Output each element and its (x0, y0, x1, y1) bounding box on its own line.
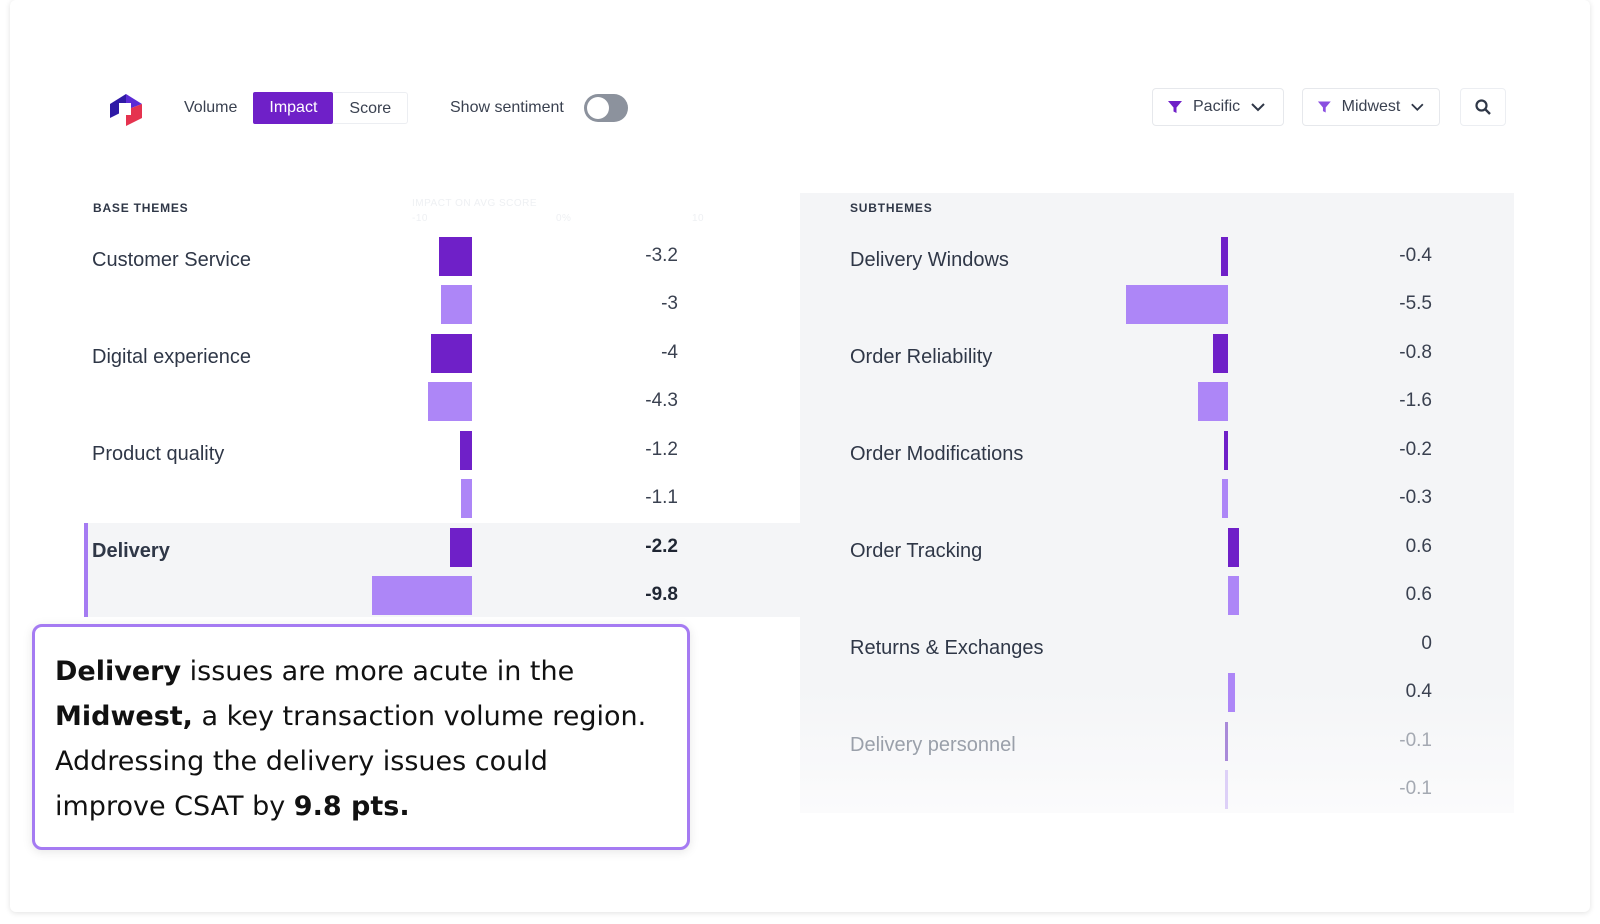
subtheme-label[interactable]: Order Reliability (850, 346, 993, 368)
subtheme-value-primary: -0.2 (1399, 439, 1432, 460)
search-button[interactable] (1460, 88, 1506, 126)
base-theme-bar-primary (439, 237, 472, 276)
toggle-knob (587, 97, 609, 119)
subtheme-bar-primary (1224, 431, 1228, 470)
subtheme-value-primary: 0 (1421, 633, 1432, 654)
subtheme-value-secondary: -1.6 (1399, 390, 1432, 411)
axis-tick-max: 10 (692, 213, 705, 224)
base-theme-label[interactable]: Digital experience (92, 346, 251, 368)
subtheme-bar-secondary (1225, 770, 1228, 809)
base-theme-value-secondary: -1.1 (645, 487, 678, 508)
base-theme-value-primary: -2.2 (645, 536, 678, 557)
insight-callout: Delivery issues are more acute in the Mi… (32, 624, 690, 850)
filter-pacific[interactable]: Pacific (1152, 88, 1284, 126)
subtheme-bar-primary (1228, 528, 1240, 567)
base-theme-value-secondary: -9.8 (645, 584, 678, 605)
callout-theme: Delivery (55, 656, 182, 687)
subtheme-bar-secondary (1198, 382, 1228, 421)
subtheme-value-secondary: -0.1 (1399, 778, 1432, 799)
search-icon (1475, 99, 1491, 115)
filter-midwest-label: Midwest (1341, 98, 1401, 115)
volume-mode-button[interactable]: Volume (168, 92, 253, 124)
subtheme-label[interactable]: Order Tracking (850, 540, 983, 562)
base-theme-label[interactable]: Delivery (92, 540, 170, 562)
chevron-down-icon (1251, 103, 1265, 112)
callout-region: Midwest, (55, 701, 193, 732)
base-theme-bar-primary (459, 431, 472, 470)
base-theme-bar-secondary (441, 285, 472, 324)
base-theme-bar-secondary (460, 479, 472, 518)
subtheme-value-primary: -0.4 (1399, 245, 1432, 266)
chevron-down-icon (1411, 103, 1424, 112)
base-themes-header: BASE THEMES (93, 201, 189, 215)
callout-points: 9.8 pts. (293, 791, 410, 822)
base-theme-label[interactable]: Product quality (92, 443, 225, 465)
base-theme-bar-secondary (428, 382, 472, 421)
subtheme-value-primary: 0.6 (1405, 536, 1432, 557)
show-sentiment-label: Show sentiment (450, 99, 564, 116)
base-theme-bar-primary (431, 334, 472, 373)
callout-text-2: a key transaction volume region. Address… (55, 701, 647, 822)
subtheme-bar-primary (1220, 237, 1228, 276)
axis-caption: IMPACT ON AVG SCORE (412, 198, 538, 209)
subtheme-value-secondary: 0.4 (1405, 681, 1432, 702)
subtheme-label[interactable]: Delivery personnel (850, 734, 1016, 756)
impact-mode-button[interactable]: Impact (253, 92, 334, 124)
subtheme-value-primary: -0.8 (1399, 342, 1432, 363)
subtheme-bar-secondary (1222, 479, 1228, 518)
callout-text-1: issues are more acute in the (181, 656, 575, 687)
subtheme-bar-primary (1225, 722, 1228, 761)
axis-tick-min: -10 (412, 213, 428, 224)
base-theme-value-primary: -1.2 (645, 439, 678, 460)
filter-icon (1168, 101, 1182, 113)
subtheme-value-secondary: 0.6 (1405, 584, 1432, 605)
app-logo (110, 94, 142, 126)
subtheme-bar-primary (1213, 334, 1228, 373)
subtheme-value-secondary: -0.3 (1399, 487, 1432, 508)
subtheme-label[interactable]: Returns & Exchanges (850, 637, 1044, 659)
subthemes-header: SUBTHEMES (850, 201, 933, 215)
base-theme-bar-primary (449, 528, 472, 567)
subtheme-bar-secondary (1228, 673, 1236, 712)
score-mode-button[interactable]: Score (333, 92, 409, 124)
base-theme-label[interactable]: Customer Service (92, 249, 251, 271)
base-theme-value-secondary: -4.3 (645, 390, 678, 411)
show-sentiment-toggle[interactable] (584, 94, 628, 122)
subtheme-label[interactable]: Delivery Windows (850, 249, 1009, 271)
subtheme-bar-secondary (1228, 576, 1240, 615)
filter-midwest[interactable]: Midwest (1302, 88, 1440, 126)
base-theme-value-primary: -3.2 (645, 245, 678, 266)
filter-icon (1317, 101, 1331, 113)
filter-pacific-label: Pacific (1193, 98, 1241, 115)
subtheme-label[interactable]: Order Modifications (850, 443, 1024, 465)
base-theme-value-primary: -4 (661, 342, 678, 363)
view-mode-selector: Volume Impact Score (168, 92, 409, 124)
axis-tick-zero: 0% (556, 213, 572, 224)
base-theme-bar-secondary (372, 576, 472, 615)
subtheme-value-secondary: -5.5 (1399, 293, 1432, 314)
subtheme-bar-secondary (1126, 285, 1228, 324)
subtheme-value-primary: -0.1 (1399, 730, 1432, 751)
base-theme-value-secondary: -3 (661, 293, 678, 314)
